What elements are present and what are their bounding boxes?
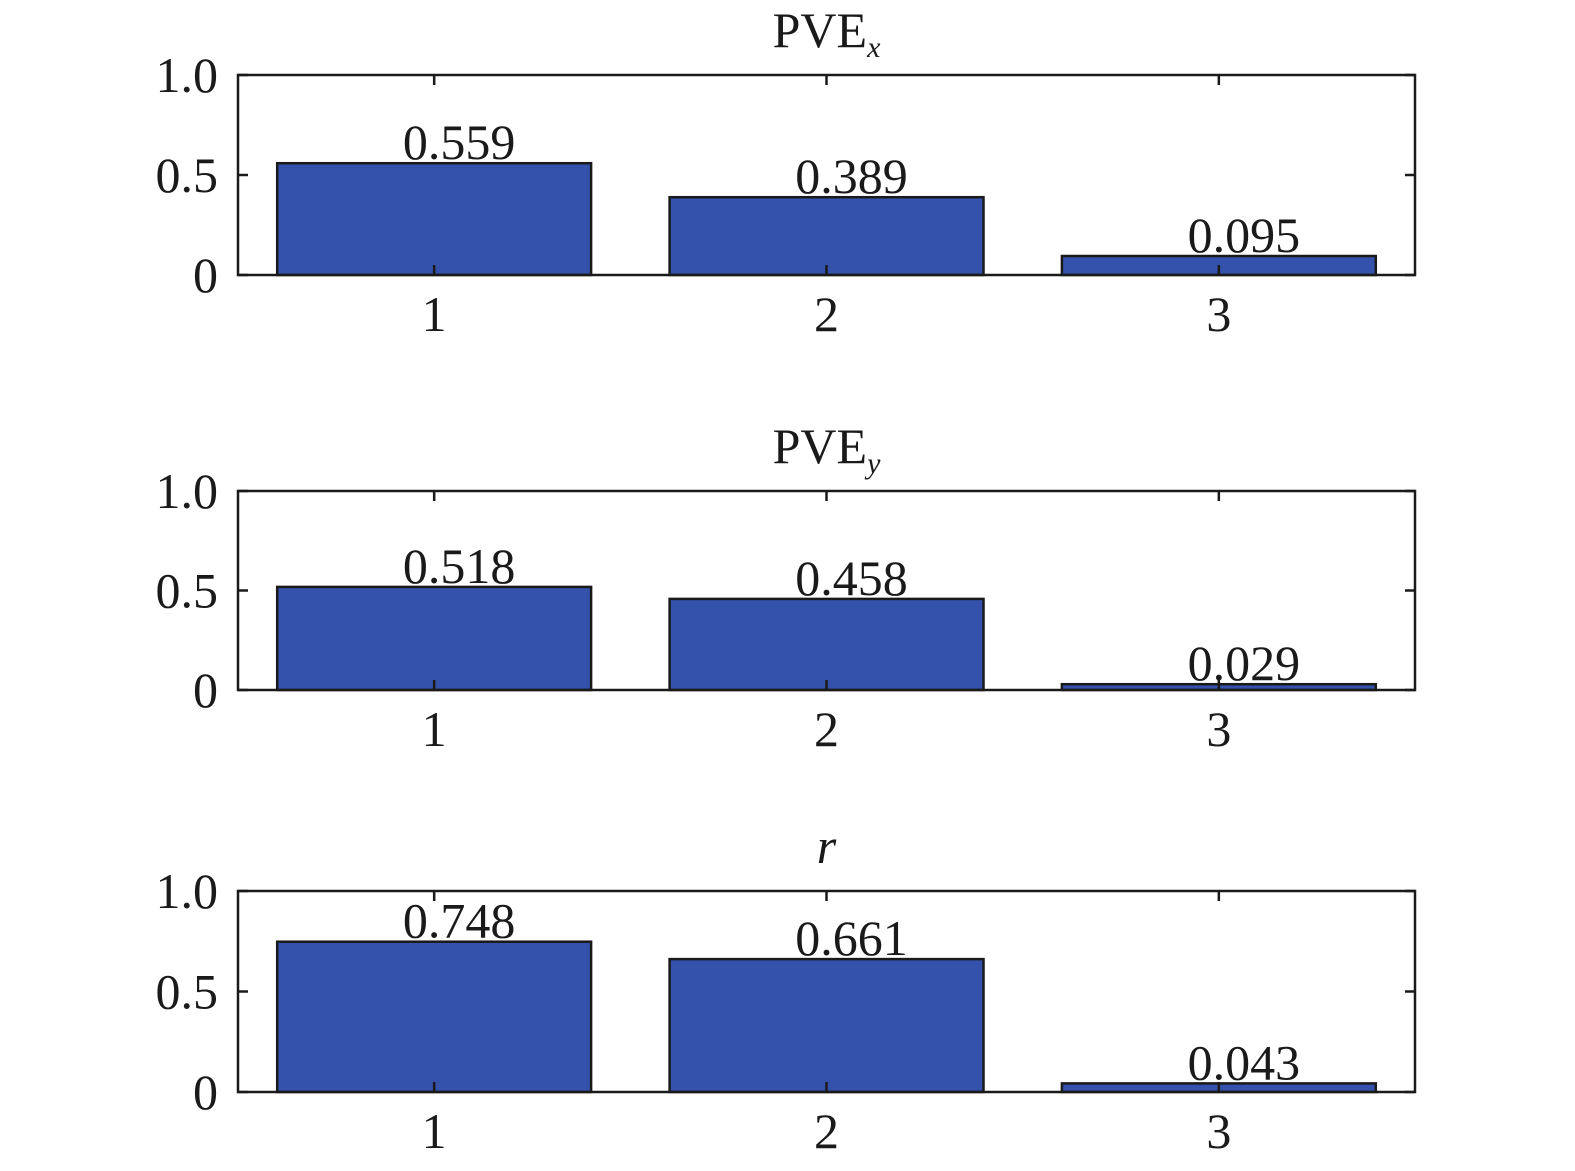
chart-title-main: PVE bbox=[773, 418, 867, 474]
y-tick-label: 0.5 bbox=[156, 563, 219, 619]
bar bbox=[275, 161, 593, 277]
chart-title: PVEx bbox=[773, 2, 881, 64]
chart-panel-1: 0 0.5 1.0 1 2 3 0.559 0.389 0.095 PVEx bbox=[156, 2, 1417, 342]
x-tick-label: 1 bbox=[422, 701, 447, 757]
data-label: 0.518 bbox=[403, 538, 516, 594]
y-tick-label: 0.5 bbox=[156, 964, 219, 1020]
chart-title: r bbox=[817, 818, 837, 874]
data-label: 0.095 bbox=[1188, 207, 1301, 263]
bar bbox=[668, 195, 985, 277]
y-tick-label: 1.0 bbox=[156, 47, 219, 103]
x-tick-label: 1 bbox=[422, 286, 447, 342]
x-tick-label: 3 bbox=[1206, 286, 1231, 342]
data-label: 0.748 bbox=[403, 893, 516, 949]
data-label: 0.458 bbox=[795, 550, 908, 606]
chart-title-main: r bbox=[817, 818, 837, 874]
x-tick-label: 3 bbox=[1206, 701, 1231, 757]
x-tick-label: 2 bbox=[814, 701, 839, 757]
chart-panel-2: 0 0.5 1.0 1 2 3 0.518 0.458 0.029 PVEy bbox=[156, 418, 1417, 757]
chart-panel-3: 0 0.5 1.0 1 2 3 0.748 0.661 0.043 r bbox=[156, 818, 1417, 1159]
data-label: 0.661 bbox=[795, 910, 908, 966]
y-tick-label: 0 bbox=[193, 247, 218, 303]
y-tick-label: 0 bbox=[193, 662, 218, 718]
data-label: 0.559 bbox=[403, 114, 516, 170]
y-tick-label: 1.0 bbox=[156, 863, 219, 919]
x-tick-label: 2 bbox=[814, 1103, 839, 1159]
chart-title-subscript: y bbox=[864, 447, 881, 480]
bar bbox=[275, 940, 593, 1094]
x-tick-label: 1 bbox=[422, 1103, 447, 1159]
data-label: 0.043 bbox=[1188, 1034, 1301, 1090]
chart-title: PVEy bbox=[773, 418, 881, 480]
data-label: 0.029 bbox=[1188, 635, 1301, 691]
data-label: 0.389 bbox=[795, 148, 908, 204]
y-tick-label: 1.0 bbox=[156, 463, 219, 519]
bar bbox=[668, 597, 985, 692]
bar bbox=[668, 957, 985, 1094]
x-tick-label: 2 bbox=[814, 286, 839, 342]
y-tick-label: 0 bbox=[193, 1064, 218, 1120]
y-tick-label: 0.5 bbox=[156, 147, 219, 203]
chart-title-main: PVE bbox=[773, 2, 867, 58]
chart-title-subscript: x bbox=[866, 31, 881, 64]
x-tick-label: 3 bbox=[1206, 1103, 1231, 1159]
bar bbox=[275, 585, 593, 692]
